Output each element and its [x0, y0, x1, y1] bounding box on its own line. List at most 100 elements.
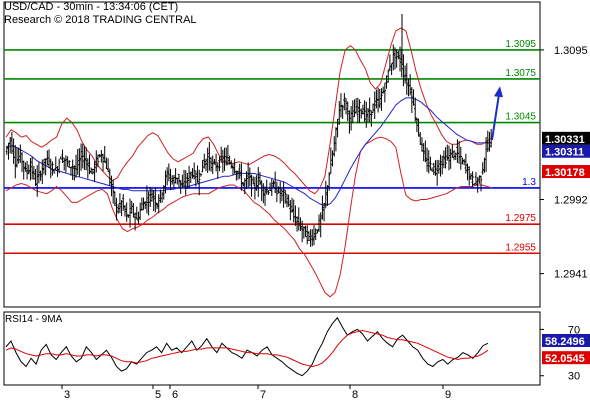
candle — [476, 176, 479, 193]
candle — [64, 155, 68, 173]
candle — [376, 87, 380, 113]
candle — [130, 200, 133, 214]
price-axis-label: 1.3095 — [554, 45, 588, 57]
resistance-level-label: 1.3045 — [505, 112, 536, 123]
candle — [268, 182, 272, 191]
candle — [96, 154, 100, 168]
candle — [312, 225, 316, 246]
candle — [128, 198, 132, 228]
candle — [152, 190, 155, 212]
candle — [203, 153, 206, 169]
candle — [241, 181, 245, 187]
candle — [324, 180, 327, 209]
candle — [117, 204, 120, 214]
candle — [314, 228, 317, 241]
candle — [47, 149, 51, 169]
candle — [263, 186, 267, 206]
price-levels: 1.3095 1.3075 1.3045 1.3 1.2975 1.2955 — [4, 39, 540, 255]
candle — [284, 189, 287, 204]
candle — [424, 140, 427, 163]
candle — [258, 172, 262, 185]
resistance-level-label: 1.3075 — [505, 68, 536, 79]
candle — [15, 147, 19, 168]
candle — [405, 63, 408, 95]
candle — [439, 154, 442, 177]
candle — [76, 149, 79, 175]
candle — [471, 171, 474, 188]
candle — [248, 167, 252, 187]
candle — [61, 149, 64, 163]
projection-arrow-shaft — [491, 94, 500, 141]
candle — [68, 160, 71, 168]
projection-arrow-head — [494, 86, 503, 98]
candle — [108, 168, 111, 186]
candle — [354, 98, 358, 114]
time-axis-label: 8 — [352, 389, 358, 400]
candle — [211, 155, 214, 174]
candle — [299, 217, 302, 232]
candle — [122, 194, 125, 211]
candle — [321, 195, 324, 220]
candle — [135, 206, 138, 220]
candle — [402, 54, 405, 87]
candle — [287, 194, 290, 207]
rsi-line — [5, 316, 489, 377]
candle — [375, 89, 378, 109]
candle — [479, 175, 483, 192]
candle — [199, 173, 203, 177]
candle — [329, 147, 333, 174]
candle — [231, 163, 235, 176]
candle — [27, 164, 30, 175]
candle — [9, 137, 12, 154]
time-axis-label: 9 — [445, 389, 451, 400]
candle — [39, 170, 42, 181]
candle — [430, 167, 434, 172]
candle — [280, 188, 284, 202]
candle — [37, 162, 41, 184]
candle — [252, 176, 255, 185]
candle — [407, 78, 410, 97]
candle — [339, 93, 343, 118]
candle — [138, 202, 142, 221]
candle — [334, 127, 338, 152]
candle — [10, 132, 14, 155]
candle — [42, 158, 46, 175]
candle — [356, 97, 360, 124]
candle — [270, 178, 273, 197]
candle — [304, 225, 307, 238]
candle — [349, 105, 353, 131]
candle — [187, 165, 191, 189]
candle — [338, 101, 341, 125]
chart-title: USD/CAD - 30min - 13:34:06 (CET) — [4, 1, 179, 13]
candle — [142, 197, 145, 211]
candle — [464, 153, 468, 174]
candle — [360, 108, 363, 119]
candle — [5, 145, 9, 155]
candle — [179, 180, 182, 194]
candle — [49, 158, 52, 179]
time-axis-label: 5 — [155, 389, 161, 400]
candle — [272, 180, 275, 188]
candle — [30, 156, 34, 180]
candle — [317, 214, 321, 232]
candle — [81, 143, 84, 169]
candle — [452, 150, 456, 161]
candle — [319, 212, 322, 238]
candle — [206, 147, 209, 173]
candle — [25, 160, 29, 180]
candle — [257, 167, 260, 197]
candle — [191, 168, 194, 179]
rsi-title: RSI14 - 9MA — [5, 314, 63, 325]
candle — [46, 150, 49, 166]
candle — [344, 98, 348, 115]
candle — [260, 180, 263, 202]
upper-band-line — [5, 27, 493, 195]
support-level-label: 1.2975 — [505, 213, 536, 224]
candle — [457, 141, 461, 164]
candle — [147, 191, 150, 216]
candle — [366, 108, 370, 123]
candle — [277, 186, 280, 194]
